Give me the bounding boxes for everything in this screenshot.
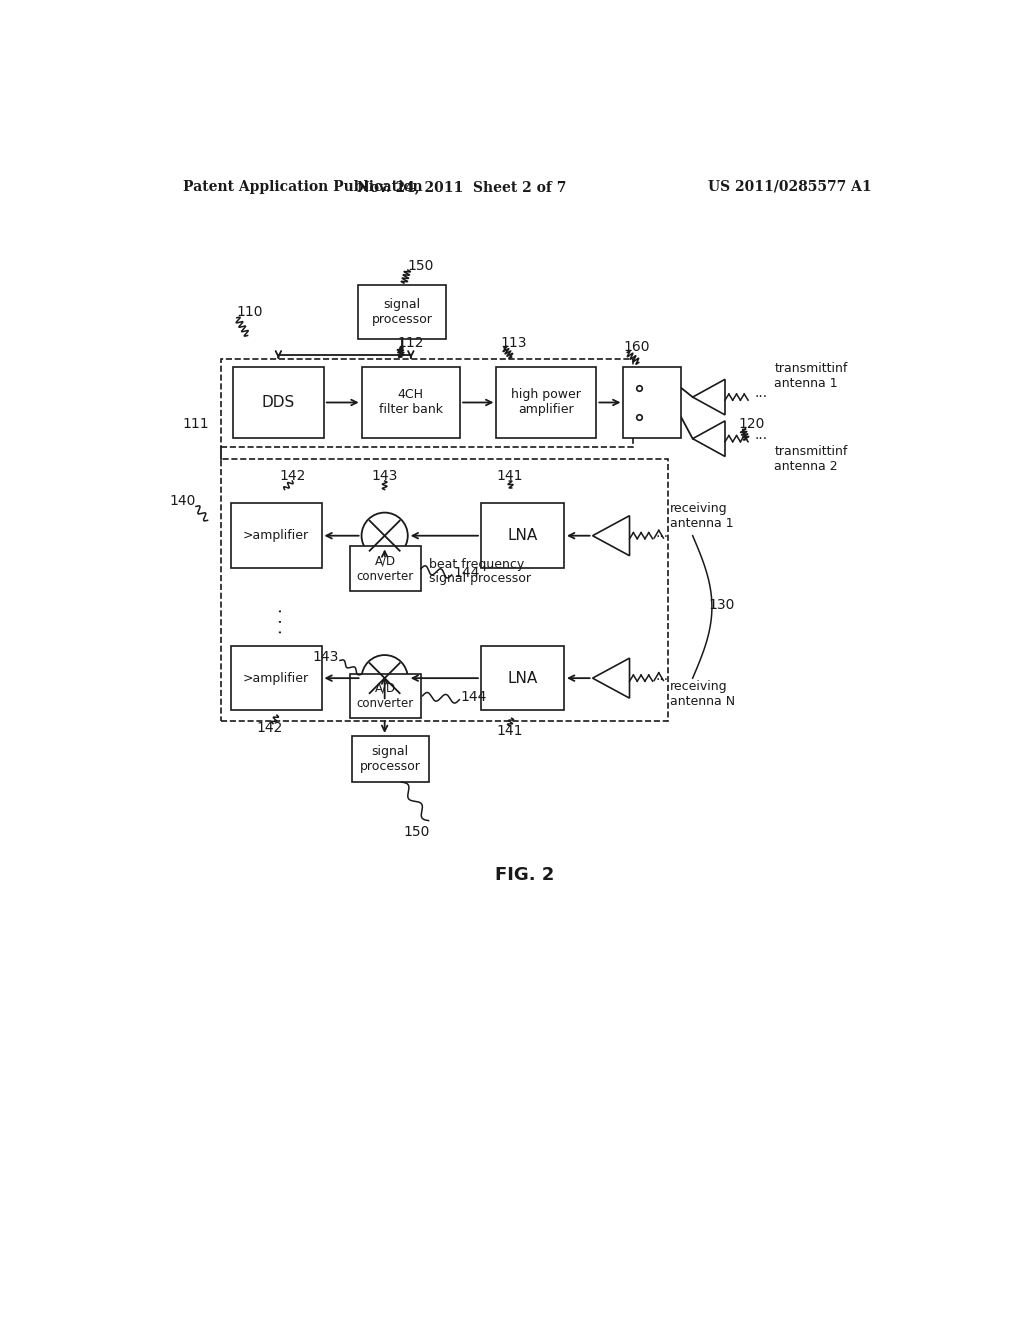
Text: receiving
antenna 1: receiving antenna 1	[670, 503, 733, 531]
Bar	[357, 285, 446, 339]
Bar	[233, 367, 324, 438]
Polygon shape	[593, 516, 630, 556]
Bar	[221, 459, 668, 721]
Text: 142: 142	[256, 721, 283, 735]
Text: ...: ...	[655, 527, 669, 540]
Text: beat frequency: beat frequency	[429, 557, 524, 570]
Text: 141: 141	[497, 469, 522, 483]
Bar	[350, 673, 421, 718]
Text: ...: ...	[655, 669, 669, 682]
Text: receiving
antenna N: receiving antenna N	[670, 680, 734, 708]
Text: LNA: LNA	[507, 528, 538, 544]
Bar	[230, 503, 322, 568]
Circle shape	[361, 655, 408, 701]
Text: >amplifier: >amplifier	[243, 672, 309, 685]
Bar	[351, 737, 429, 781]
Bar	[481, 503, 564, 568]
Text: signal
processor: signal processor	[372, 298, 432, 326]
Text: ...: ...	[755, 387, 767, 400]
Text: transmittinf
antenna 2: transmittinf antenna 2	[774, 445, 848, 473]
Polygon shape	[692, 379, 725, 414]
Text: 113: 113	[500, 337, 526, 350]
Text: . . .: . . .	[268, 607, 286, 634]
Text: FIG. 2: FIG. 2	[496, 866, 554, 883]
Text: US 2011/0285577 A1: US 2011/0285577 A1	[708, 180, 871, 194]
Text: ...: ...	[755, 428, 767, 442]
Text: 140: 140	[170, 494, 196, 508]
Text: 150: 150	[403, 825, 430, 840]
Bar	[624, 367, 681, 438]
Text: transmittinf
antenna 1: transmittinf antenna 1	[774, 362, 848, 389]
Bar	[221, 359, 634, 447]
Text: DDS: DDS	[262, 395, 295, 411]
Text: 144: 144	[461, 690, 487, 705]
Text: 143: 143	[312, 651, 339, 664]
Text: A/D
converter: A/D converter	[356, 554, 414, 583]
Bar	[481, 645, 564, 710]
Bar	[361, 367, 460, 438]
Text: high power
amplifier: high power amplifier	[511, 388, 582, 417]
Text: 112: 112	[397, 337, 424, 350]
Bar	[350, 546, 421, 591]
Text: >amplifier: >amplifier	[243, 529, 309, 543]
Text: 110: 110	[237, 305, 263, 319]
Bar	[230, 645, 322, 710]
Polygon shape	[593, 659, 630, 698]
Polygon shape	[692, 421, 725, 457]
Text: A/D
converter: A/D converter	[356, 682, 414, 710]
Text: 4CH
filter bank: 4CH filter bank	[379, 388, 442, 417]
Text: 143: 143	[372, 469, 398, 483]
Text: Patent Application Publication: Patent Application Publication	[183, 180, 423, 194]
Text: 142: 142	[280, 469, 305, 483]
Text: 141: 141	[497, 723, 522, 738]
Text: 160: 160	[624, 341, 650, 354]
Text: 120: 120	[739, 417, 765, 432]
Text: LNA: LNA	[507, 671, 538, 685]
Circle shape	[361, 512, 408, 558]
Bar	[497, 367, 596, 438]
Text: 130: 130	[708, 598, 734, 612]
Text: signal processor: signal processor	[429, 572, 530, 585]
Text: 111: 111	[182, 417, 209, 432]
Text: 150: 150	[408, 259, 434, 273]
Text: signal
processor: signal processor	[359, 744, 421, 774]
Text: Nov. 24, 2011  Sheet 2 of 7: Nov. 24, 2011 Sheet 2 of 7	[357, 180, 566, 194]
Text: 144: 144	[454, 566, 479, 579]
